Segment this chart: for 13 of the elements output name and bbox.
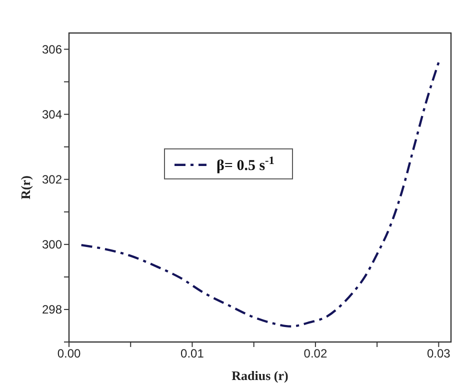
x-tick-label: 0.01 <box>180 346 204 361</box>
x-axis-title: Radius (r) <box>232 368 288 383</box>
x-tick-label: 0.02 <box>304 346 328 361</box>
y-tick-label: 306 <box>42 42 62 57</box>
legend-label: β= 0.5 s$^{-1}$ <box>216 154 275 174</box>
y-tick-label: 298 <box>42 302 62 317</box>
x-tick-label: 0.03 <box>427 346 451 361</box>
y-tick-label: 302 <box>42 172 62 187</box>
y-tick-label: 304 <box>42 108 62 122</box>
y-axis-title: R(r) <box>18 176 33 200</box>
y-tick-label: 300 <box>42 238 62 252</box>
x-tick-label: 0.00 <box>57 346 81 361</box>
line-series <box>80 61 440 328</box>
